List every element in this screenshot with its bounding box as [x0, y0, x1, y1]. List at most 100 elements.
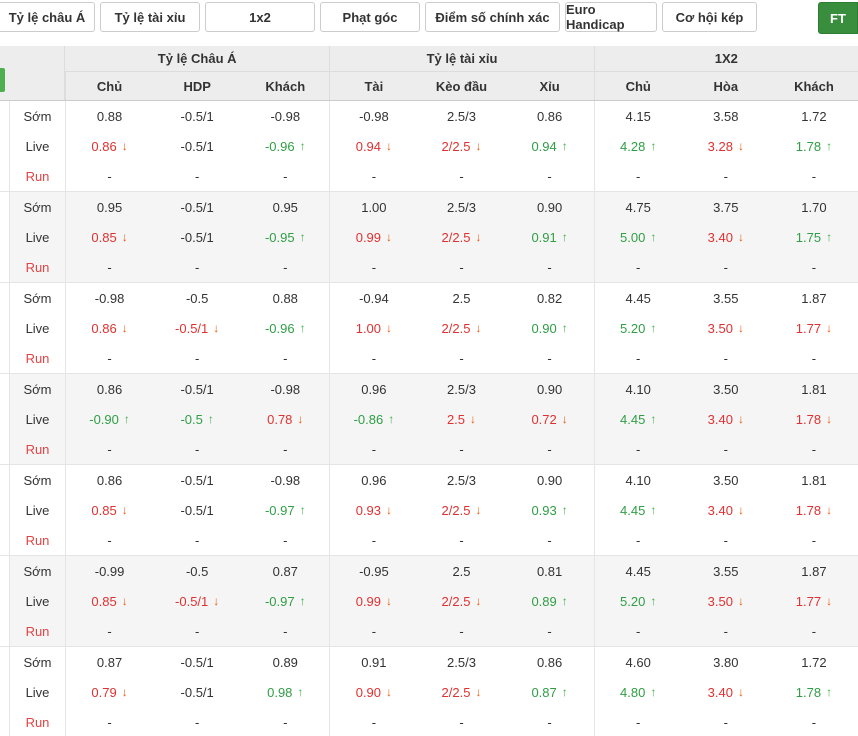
odds-value: 4.28	[620, 138, 646, 154]
odds-value: 2/2.5	[441, 684, 471, 700]
odds-value: -0.5	[185, 290, 209, 306]
odds-block: Sớm -0.98 -0.5 0.88 -0.94 2.5 0.82 4.45 3.55 1.87…	[0, 282, 858, 373]
odds-value: 3.40	[707, 684, 733, 700]
odds-row-live: Live -0.90 ↑ -0.5 ↑ 0.78 ↓ -0.86 ↑ 2.5 ↓ 0.72 ↓ 4.45 ↑…	[0, 404, 858, 434]
tab-asian-handicap[interactable]: Tỷ lệ châu Á	[0, 2, 95, 32]
odds-value: 4.15	[625, 108, 651, 124]
tab-1x2[interactable]: 1x2	[205, 2, 315, 32]
column-header-away: Khách	[265, 78, 306, 94]
odds-cell: -	[417, 434, 505, 464]
odds-value: 0.90	[355, 684, 382, 700]
odds-block: Sớm 0.86 -0.5/1 -0.98 0.96 2.5/3 0.90 4.10 3.50 1…	[0, 464, 858, 555]
odds-cell: -	[153, 252, 241, 282]
odds-cell: -	[417, 252, 505, 282]
odds-cell: 1.78 ↓	[770, 404, 858, 434]
trend-down-icon: ↓	[121, 685, 128, 699]
odds-value: -	[371, 441, 377, 457]
odds-cell: 0.90	[506, 192, 594, 222]
odds-cell: -	[241, 707, 329, 736]
odds-cell: 3.55	[682, 556, 770, 586]
odds-value: 3.55	[713, 290, 739, 306]
column-header-draw: Hòa	[713, 78, 739, 94]
odds-cell: -	[593, 616, 682, 646]
odds-cell: -	[682, 616, 770, 646]
odds-value: 3.75	[713, 199, 739, 215]
odds-cell: -	[417, 343, 505, 373]
odds-cell: 2.5/3	[417, 374, 505, 404]
odds-value: 0.78	[267, 411, 293, 427]
tab-correct-score[interactable]: Điểm số chính xác	[425, 2, 560, 32]
odds-value: -0.95	[359, 563, 389, 579]
trend-down-icon: ↓	[475, 230, 482, 244]
row-label: Run	[25, 168, 50, 184]
odds-value: 0.86	[536, 108, 563, 124]
odds-value: -	[723, 259, 728, 275]
odds-value: -	[283, 623, 288, 639]
odds-value: -	[459, 623, 464, 639]
odds-cell: 5.20 ↑	[593, 313, 682, 343]
odds-value: -	[371, 714, 377, 730]
odds-cell: -0.5/1	[153, 192, 241, 222]
odds-cell: 0.91 ↑	[506, 222, 594, 252]
tab-over-under[interactable]: Tỷ lệ tài xỉu	[100, 2, 200, 32]
odds-cell: 0.91	[329, 647, 417, 677]
trend-up-icon: ↑	[650, 503, 657, 517]
odds-value: 0.95	[272, 199, 298, 215]
odds-value: -	[459, 259, 464, 275]
odds-cell: 1.72	[770, 647, 858, 677]
odds-row-early: Sớm 0.88 -0.5/1 -0.98 -0.98 2.5/3 0.86 4.15 3.58…	[0, 101, 858, 131]
odds-cell: 5.20 ↑	[593, 586, 682, 616]
tab-double-chance[interactable]: Cơ hội kép	[662, 2, 757, 32]
tab-euro-handicap[interactable]: Euro Handicap	[565, 2, 657, 32]
odds-value: 0.82	[536, 290, 563, 306]
odds-value: -	[723, 441, 728, 457]
trend-up-icon: ↑	[299, 594, 306, 608]
odds-cell: 2.5/3	[417, 465, 505, 495]
odds-cell: -	[153, 434, 241, 464]
odds-cell: 1.70	[770, 192, 858, 222]
odds-cell: -	[682, 434, 770, 464]
odds-cell: 0.99 ↓	[329, 222, 417, 252]
odds-value: 1.78	[795, 684, 822, 700]
odds-cell: 1.77 ↓	[770, 313, 858, 343]
odds-cell: -0.98	[241, 374, 329, 404]
odds-cell: 0.93 ↑	[506, 495, 594, 525]
odds-cell: 2/2.5 ↓	[417, 131, 505, 161]
odds-cell: -	[417, 161, 505, 191]
odds-cell: 0.78 ↓	[241, 404, 329, 434]
trend-up-icon: ↑	[650, 321, 657, 335]
odds-cell: -0.5	[153, 556, 241, 586]
odds-value: 5.00	[620, 229, 646, 245]
left-gutter	[0, 616, 10, 646]
trend-up-icon: ↑	[299, 503, 306, 517]
trend-down-icon: ↓	[826, 412, 833, 426]
left-gutter	[0, 252, 10, 282]
row-label: Sớm	[23, 654, 52, 670]
odds-row-live: Live 0.85 ↓ -0.5/1 ↓ -0.97 ↑ 0.99 ↓ 2/2.5 ↓ 0.89 ↑ 5.…	[0, 586, 858, 616]
trend-up-icon: ↑	[299, 230, 306, 244]
odds-cell: 0.86	[65, 465, 153, 495]
odds-value: -	[811, 350, 817, 366]
odds-cell: -0.98	[241, 101, 329, 131]
trend-up-icon: ↑	[650, 412, 657, 426]
odds-cell: 0.96	[329, 374, 417, 404]
tab-corners[interactable]: Phạt góc	[320, 2, 420, 32]
full-time-button[interactable]: FT	[818, 2, 858, 34]
odds-value: 2/2.5	[441, 502, 471, 518]
odds-cell: -	[417, 707, 505, 736]
odds-value: -0.99	[94, 563, 125, 579]
odds-value: -0.5/1	[180, 654, 214, 670]
trend-up-icon: ↑	[826, 139, 833, 153]
odds-value: 4.45	[620, 502, 646, 518]
left-gutter	[0, 465, 10, 495]
odds-cell: 3.80	[682, 647, 770, 677]
odds-cell: -0.96 ↑	[241, 313, 329, 343]
odds-cell: -	[506, 343, 594, 373]
odds-value: -	[547, 259, 552, 275]
left-gutter	[0, 525, 10, 555]
odds-cell: 0.96	[329, 465, 417, 495]
odds-value: 0.85	[91, 229, 117, 245]
odds-cell: -	[65, 707, 153, 736]
odds-value: 0.94	[531, 138, 557, 154]
